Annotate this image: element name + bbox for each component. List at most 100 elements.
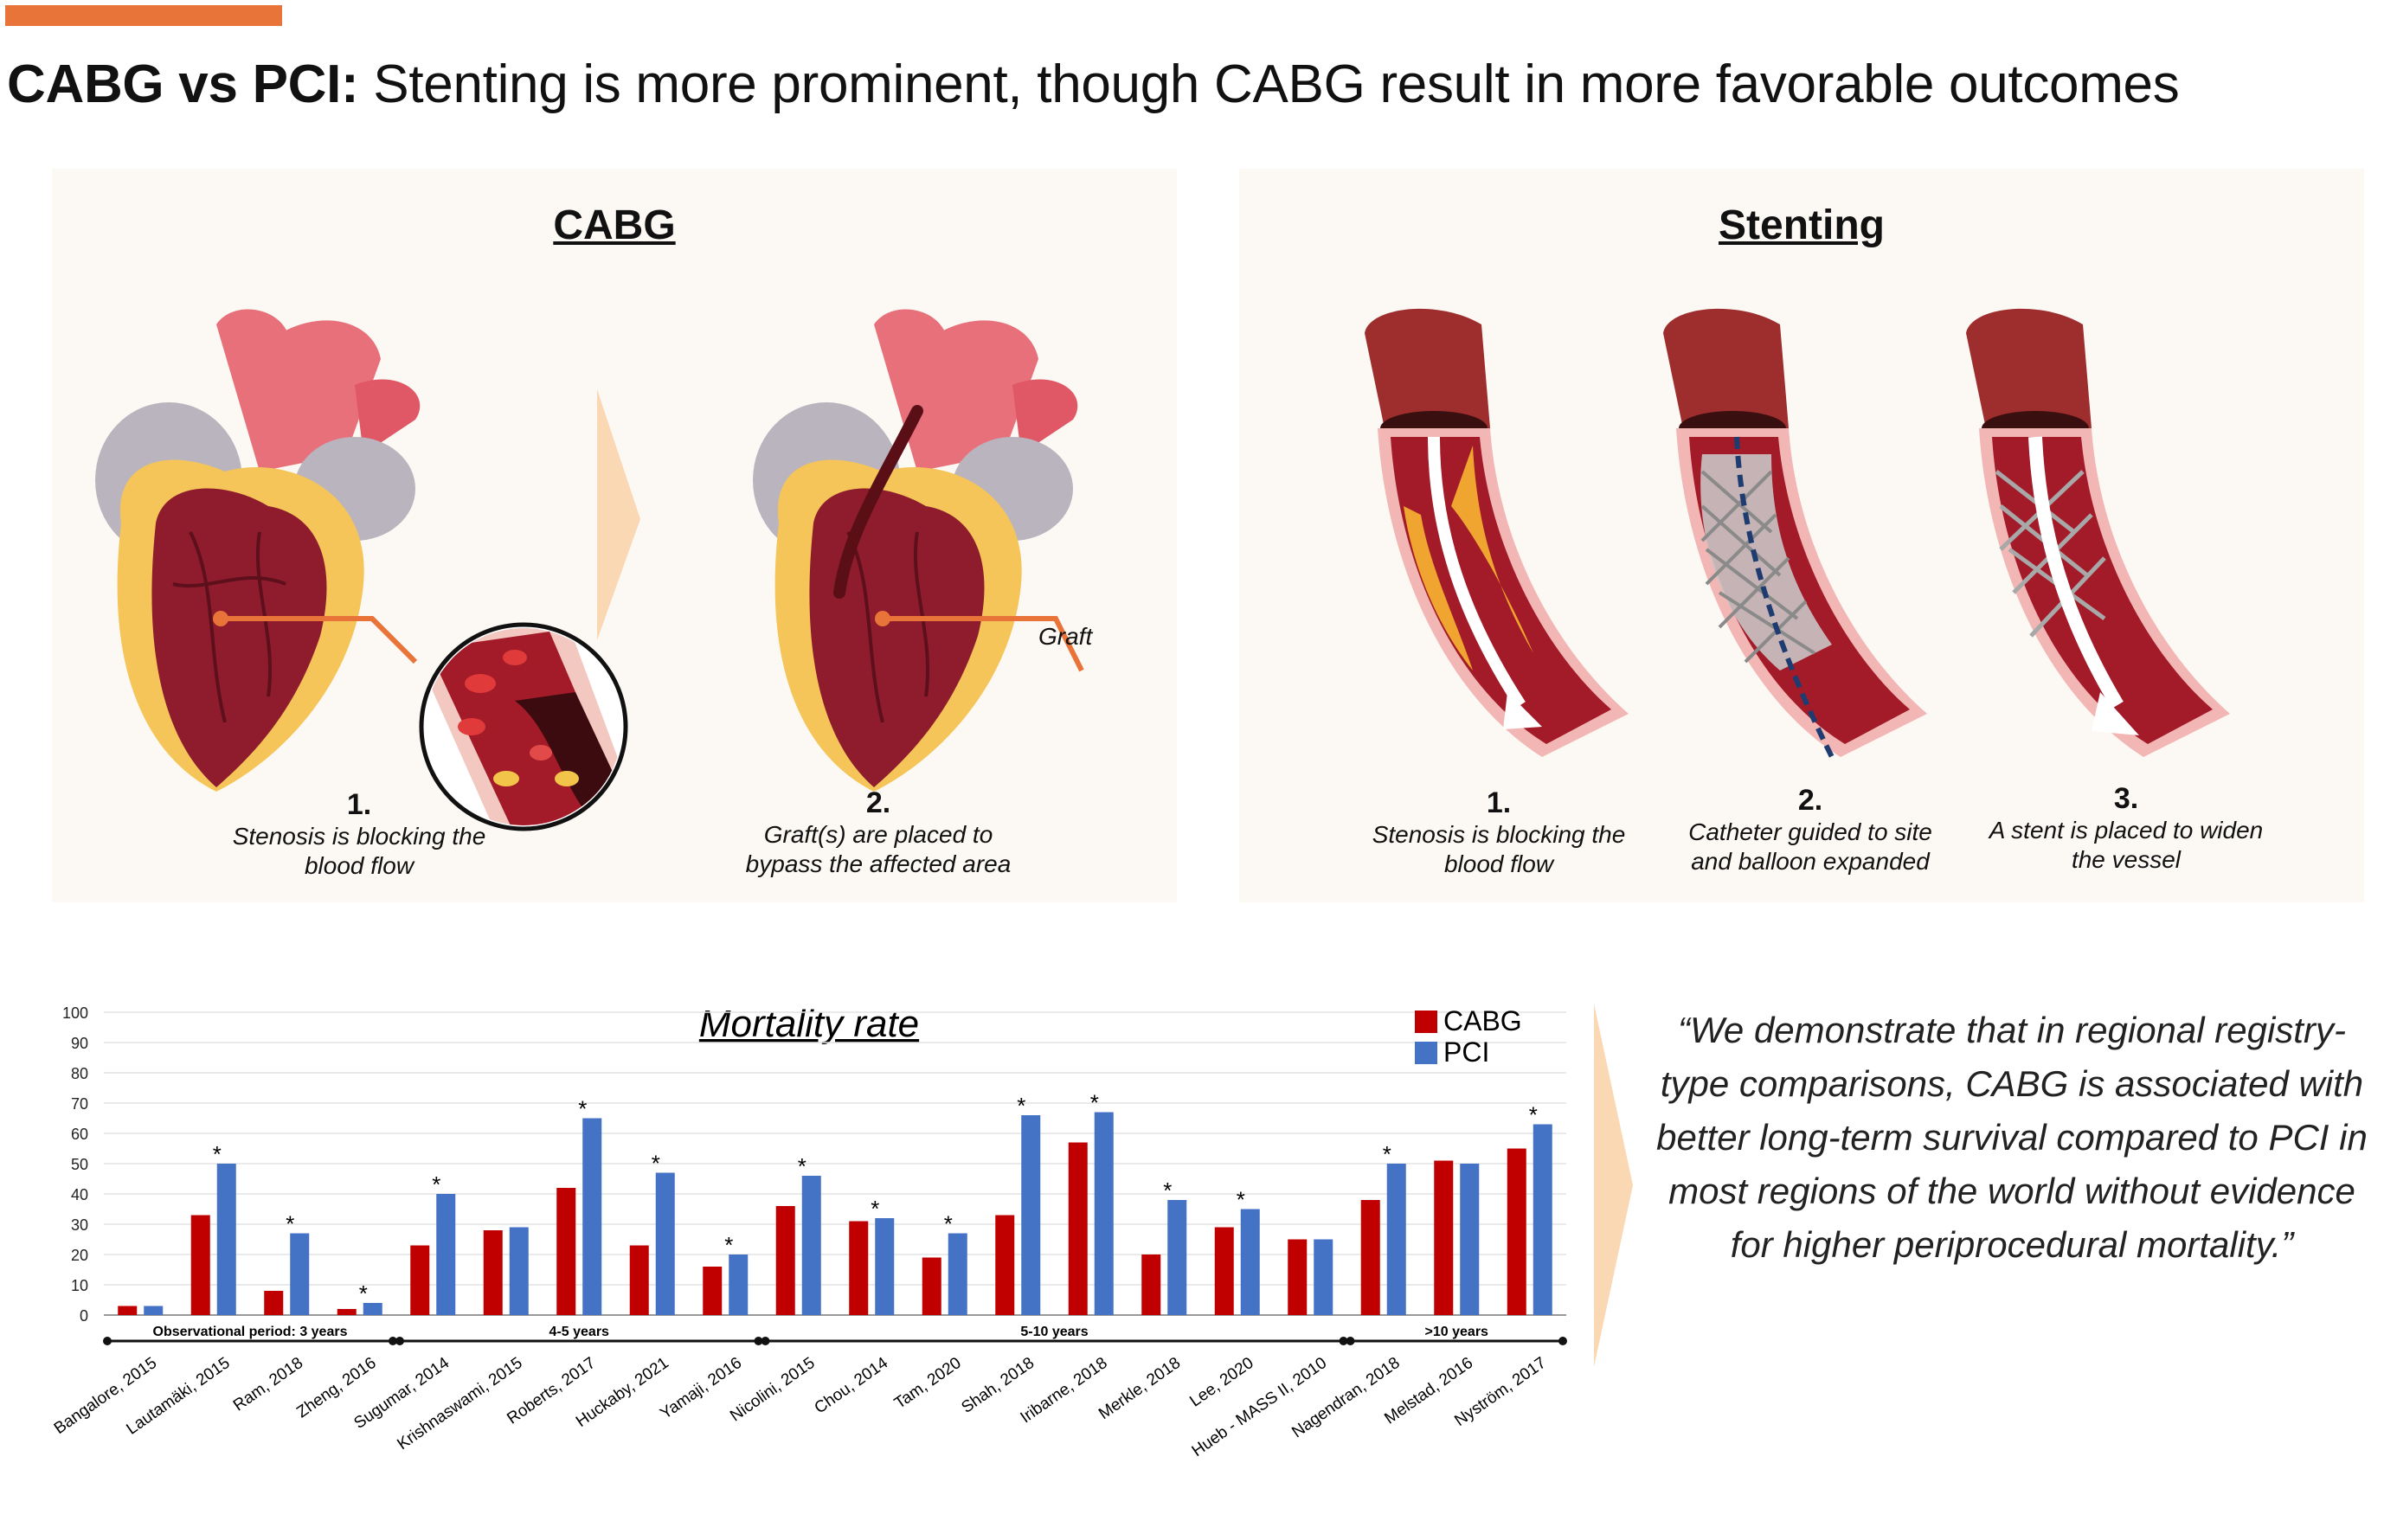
significance-marker: * (1237, 1187, 1245, 1213)
x-tick-label: Chou, 2014 (812, 1354, 892, 1418)
x-tick-label: Krishnaswami, 2015 (394, 1354, 525, 1453)
bar-cabg (629, 1245, 649, 1315)
quote-text: “We demonstrate that in regional registr… (1656, 1010, 2368, 1265)
cabg-step-2-text-line1: Graft(s) are placed to (763, 821, 993, 848)
y-tick-label: 30 (71, 1216, 88, 1234)
bar-pci (1094, 1112, 1114, 1315)
bar-cabg (1068, 1142, 1088, 1315)
vessel-catheter-balloon (1663, 308, 1927, 759)
period-bracket-end (761, 1337, 770, 1345)
stenting-illustration (1365, 308, 2230, 759)
bar-pci (1021, 1115, 1041, 1315)
stenting-panel: Stenting (1239, 169, 2364, 902)
period-bracket-end (1558, 1337, 1567, 1345)
bar-cabg (1288, 1239, 1308, 1315)
accent-bar (5, 5, 282, 26)
significance-marker: * (1163, 1177, 1172, 1203)
bar-pci (729, 1254, 749, 1315)
bar-cabg (849, 1221, 869, 1315)
bar-cabg (1507, 1148, 1526, 1315)
bar-pci (1167, 1200, 1187, 1315)
bar-pci (144, 1306, 164, 1315)
bar-pci (1314, 1239, 1333, 1315)
x-tick-label: Merkle, 2018 (1096, 1354, 1184, 1423)
page-title-rest: Stenting is more prominent, though CABG … (358, 55, 2180, 114)
significance-marker: * (652, 1151, 660, 1177)
cabg-step-2: 2. Graft(s) are placed to bypass the aff… (671, 786, 1086, 879)
bar-pci (875, 1218, 895, 1315)
significance-marker: * (432, 1171, 440, 1197)
cabg-step-1-number: 1. (346, 788, 372, 821)
stent-step-2: 2. Catheter guided to site and balloon e… (1672, 783, 1949, 876)
stent-step-3-text-line2: the vessel (2071, 846, 2182, 873)
stent-step-2-text-line2: and balloon expanded (1691, 848, 1930, 875)
y-tick-label: 10 (71, 1277, 88, 1294)
y-tick-label: 80 (71, 1065, 88, 1082)
bar-cabg (190, 1215, 210, 1315)
legend-label-pci: PCI (1443, 1036, 1489, 1068)
significance-marker: * (1529, 1102, 1538, 1128)
period-label: >10 years (1425, 1325, 1489, 1339)
bar-pci (801, 1176, 821, 1315)
significance-marker: * (578, 1096, 587, 1122)
bar-cabg (337, 1309, 357, 1315)
period-bracket-end (1346, 1337, 1355, 1345)
y-tick-label: 50 (71, 1156, 88, 1173)
y-tick-label: 0 (80, 1307, 88, 1325)
x-tick-label: Hueb - MASS II, 2010 (1189, 1354, 1330, 1460)
significance-marker: * (1017, 1093, 1025, 1119)
period-bracket-end (103, 1337, 112, 1345)
y-tick-label: 70 (71, 1095, 88, 1113)
bar-pci (216, 1164, 236, 1315)
stent-step-3-text-line1: A stent is placed to widen (1989, 817, 2264, 844)
bar-pci (948, 1233, 967, 1315)
bar-cabg (1360, 1200, 1380, 1315)
bar-pci (290, 1233, 310, 1315)
period-label: Observational period: 3 years (153, 1325, 348, 1339)
significance-marker: * (286, 1211, 294, 1237)
heart-illustration-after (753, 309, 1084, 792)
stent-step-1-text-line2: blood flow (1443, 850, 1554, 877)
y-tick-label: 60 (71, 1126, 88, 1143)
bar-cabg (775, 1206, 795, 1315)
bar-pci (509, 1227, 529, 1315)
cabg-panel-title: CABG (553, 202, 676, 248)
bar-cabg (556, 1188, 576, 1315)
bar-cabg (118, 1306, 138, 1315)
stent-step-3: 3. A stent is placed to widen the vessel (1979, 781, 2273, 875)
stent-step-3-number: 3. (2113, 782, 2139, 815)
stent-step-2-text-line1: Catheter guided to site (1688, 818, 1932, 845)
legend-swatch-cabg (1415, 1011, 1437, 1033)
y-tick-label: 40 (71, 1186, 88, 1203)
chart-title: Mortality rate (699, 1003, 919, 1045)
bar-pci (582, 1118, 602, 1315)
vessel-stent-placed (1966, 308, 2230, 757)
bar-pci (1386, 1164, 1406, 1315)
bar-pci (655, 1172, 675, 1315)
y-tick-label: 100 (62, 1004, 88, 1022)
bar-pci (436, 1194, 456, 1315)
heart-illustration-before (95, 309, 421, 792)
significance-marker: * (944, 1211, 953, 1237)
stent-step-1: 1. Stenosis is blocking the blood flow (1360, 786, 1637, 879)
bar-pci (363, 1303, 382, 1315)
stent-step-1-number: 1. (1486, 786, 1512, 819)
significance-marker: * (724, 1232, 733, 1258)
legend-label-cabg: CABG (1443, 1005, 1522, 1036)
stenting-panel-title: Stenting (1719, 202, 1885, 248)
bar-cabg (410, 1245, 430, 1315)
period-bracket-end (1339, 1337, 1348, 1345)
page-title-bold: CABG vs PCI: (7, 55, 359, 114)
chevron-right-icon (1594, 1004, 1633, 1367)
bar-cabg (264, 1291, 284, 1315)
x-tick-label: Tam, 2020 (891, 1354, 965, 1413)
cabg-step-2-text-line2: bypass the affected area (745, 850, 1012, 877)
cabg-step-2-number: 2. (865, 786, 891, 819)
chevron-right-icon (597, 389, 640, 640)
graft-label: Graft (1038, 623, 1093, 650)
x-tick-label: Lee, 2020 (1186, 1354, 1256, 1411)
significance-marker: * (1090, 1090, 1099, 1116)
legend-swatch-pci (1415, 1042, 1437, 1064)
